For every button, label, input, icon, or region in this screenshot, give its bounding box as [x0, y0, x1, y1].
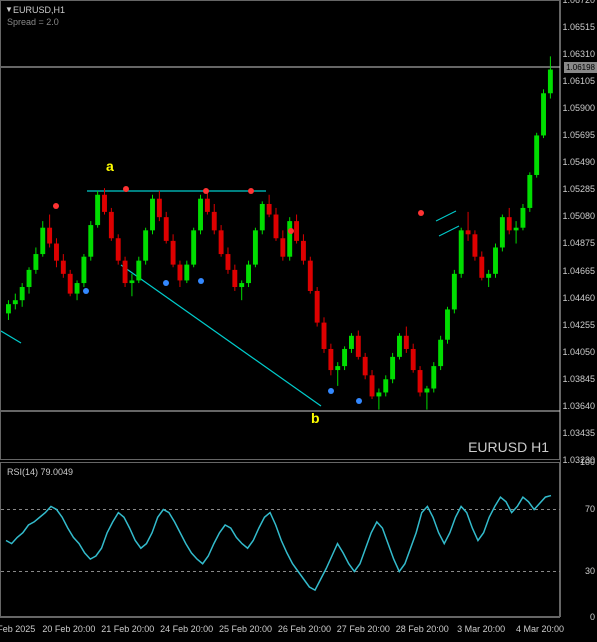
- price-tick: 1.04875: [562, 238, 595, 248]
- time-tick: 28 Feb 20:00: [396, 624, 449, 634]
- price-tick: 1.03640: [562, 401, 595, 411]
- price-tick: 1.04460: [562, 293, 595, 303]
- time-tick: 26 Feb 20:00: [278, 624, 331, 634]
- price-tick: 1.06105: [562, 76, 595, 86]
- rsi-tick: 100: [580, 457, 595, 467]
- price-tick: 1.05695: [562, 130, 595, 140]
- rsi-svg: [1, 463, 561, 618]
- time-tick: 24 Feb 20:00: [160, 624, 213, 634]
- price-tick: 1.05490: [562, 157, 595, 167]
- price-tick: 1.05285: [562, 184, 595, 194]
- rsi-tick: 70: [585, 504, 595, 514]
- price-tick: 1.06720: [562, 0, 595, 5]
- current-price-badge: 1.06198: [564, 62, 597, 73]
- rsi-tick: 30: [585, 566, 595, 576]
- svg-text:a: a: [106, 158, 114, 174]
- rsi-tick: 0: [590, 612, 595, 622]
- time-tick: 3 Mar 20:00: [457, 624, 505, 634]
- price-tick: 1.05080: [562, 211, 595, 221]
- svg-text:b: b: [311, 410, 320, 426]
- price-tick: 1.04050: [562, 347, 595, 357]
- time-tick: 19 Feb 2025: [0, 624, 35, 634]
- price-tick: 1.05900: [562, 103, 595, 113]
- price-tick: 1.04665: [562, 266, 595, 276]
- price-tick: 1.03435: [562, 428, 595, 438]
- y-axis: 1.06720 1.06515 1.06310 1.06105 1.05900 1.056…: [560, 0, 597, 617]
- rsi-chart[interactable]: RSI(14) 79.0049: [0, 462, 560, 617]
- chart-container: ▼ EURUSD,H1 Spread = 2.0 EURUSD H1 ab RS…: [0, 0, 597, 642]
- time-tick: 4 Mar 20:00: [516, 624, 564, 634]
- time-tick: 20 Feb 20:00: [42, 624, 95, 634]
- time-tick: 21 Feb 20:00: [101, 624, 154, 634]
- price-tick: 1.04255: [562, 320, 595, 330]
- time-tick: 27 Feb 20:00: [337, 624, 390, 634]
- time-tick: 25 Feb 20:00: [219, 624, 272, 634]
- price-tick: 1.06310: [562, 49, 595, 59]
- price-tick: 1.06515: [562, 22, 595, 32]
- x-axis: 19 Feb 2025 20 Feb 20:00 21 Feb 20:00 24 Fe…: [0, 617, 560, 642]
- main-price-chart[interactable]: ▼ EURUSD,H1 Spread = 2.0 EURUSD H1 ab: [0, 0, 560, 460]
- price-svg: ab: [1, 1, 561, 461]
- price-tick: 1.03845: [562, 374, 595, 384]
